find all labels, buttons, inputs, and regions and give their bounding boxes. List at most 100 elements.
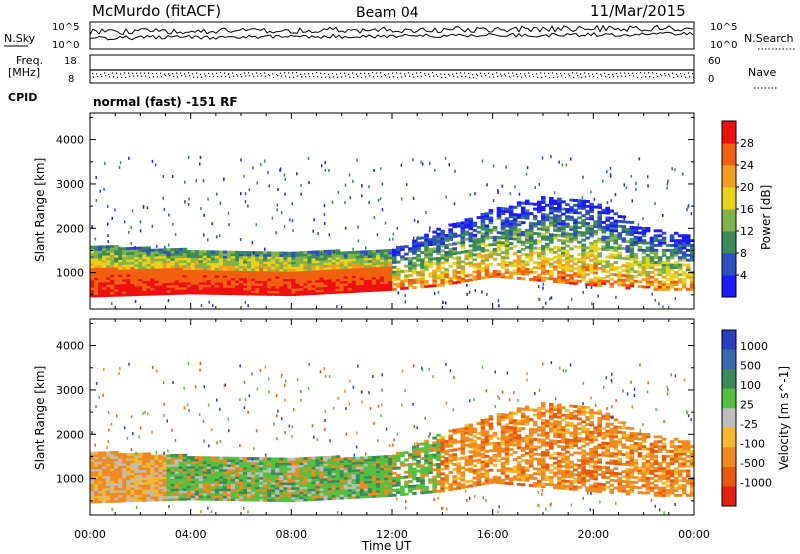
velocity-cell: [367, 465, 373, 469]
power-cell: [488, 275, 494, 278]
power-cell: [186, 264, 192, 268]
power-cell: [625, 247, 631, 251]
nave-dot: [364, 72, 366, 75]
power-cell: [444, 234, 449, 237]
velocity-cell: [355, 486, 361, 489]
velocity-cell: [178, 480, 184, 484]
nave-dot: [584, 72, 586, 74]
power-cell: [335, 290, 341, 294]
velocity-cell: [122, 475, 127, 478]
power-cell: [114, 276, 119, 280]
velocity-cell: [383, 486, 389, 490]
velocity-cell: [166, 488, 172, 492]
velocity-cell: [178, 490, 184, 494]
power-cell: [589, 229, 594, 233]
velocity-cell: [90, 476, 95, 479]
power-cell: [557, 214, 562, 218]
nave-dot: [284, 72, 286, 74]
freq-traces: [90, 69, 695, 79]
velocity-speck: [155, 450, 157, 454]
velocity-cell: [355, 466, 361, 470]
power-cell: [106, 274, 111, 278]
power-cell: [230, 258, 236, 261]
velocity-cell: [162, 454, 168, 458]
power-cell: [102, 255, 107, 258]
power-cell: [130, 271, 135, 275]
velocity-cell: [379, 482, 385, 486]
power-cell: [158, 292, 164, 296]
power-cell: [609, 277, 614, 281]
power-cell: [355, 287, 361, 291]
velocity-cell: [118, 475, 123, 479]
velocity-cell: [126, 497, 131, 500]
power-cell: [379, 273, 385, 277]
power-speck: [128, 230, 130, 234]
velocity-cell: [114, 487, 119, 491]
power-cell: [351, 275, 357, 279]
power-cell: [585, 224, 590, 228]
velocity-cell: [146, 484, 151, 488]
power-speck: [553, 191, 556, 195]
power-cell: [520, 252, 526, 256]
power-cell: [162, 260, 168, 264]
velocity-cell: [271, 498, 276, 502]
velocity-cell: [371, 465, 377, 469]
velocity-cell: [98, 480, 103, 484]
velocity-cell: [351, 486, 357, 490]
velocity-cell: [251, 462, 256, 465]
nave-dot: [229, 76, 231, 78]
power-cell: [657, 273, 663, 277]
power-cell: [569, 257, 574, 261]
velocity-cell: [218, 490, 224, 494]
power-speck: [107, 222, 109, 226]
velocity-cell: [114, 470, 119, 474]
nave-dot: [593, 75, 595, 78]
power-cell: [577, 226, 582, 230]
velocity-cell: [218, 495, 224, 499]
velocity-cell: [271, 484, 276, 488]
power-cell: [597, 237, 602, 241]
nave-dot: [193, 76, 195, 78]
power-cell: [110, 262, 115, 266]
velocity-cell: [259, 496, 264, 500]
power-cell: [235, 258, 240, 262]
power-cell: [315, 257, 321, 261]
velocity-cell: [146, 464, 151, 468]
power-speck: [174, 232, 177, 236]
nave-dot: [329, 76, 331, 78]
nave-dot: [553, 76, 555, 79]
nave-dot: [257, 75, 259, 77]
power-cell: [541, 264, 546, 268]
velocity-cell: [198, 473, 204, 477]
power-cell: [247, 287, 252, 291]
velocity-cell: [210, 480, 216, 484]
power-speck: [164, 245, 166, 249]
power-cell: [549, 272, 554, 276]
power-cell: [392, 273, 397, 276]
nave-dot: [121, 76, 123, 79]
velocity-cell: [359, 473, 365, 477]
velocity-cell: [243, 464, 248, 468]
power-cell: [432, 274, 437, 278]
velocity-cell: [343, 467, 349, 470]
velocity-cell: [331, 472, 337, 476]
velocity-cell: [102, 488, 107, 491]
velocity-cell: [279, 464, 284, 468]
power-cell: [685, 266, 691, 269]
power-speck: [188, 197, 190, 201]
power-speck: [200, 207, 202, 211]
noise-right-tick-top: 10^5: [710, 22, 737, 33]
power-cell: [557, 224, 562, 228]
power-speck: [357, 239, 360, 243]
power-cell: [428, 248, 433, 251]
velocity-cell: [295, 474, 300, 478]
velocity-cell: [371, 485, 377, 488]
velocity-cell: [375, 458, 381, 461]
power-cell: [456, 263, 461, 267]
power-cell: [323, 271, 329, 275]
nave-dot: [489, 76, 491, 78]
velocity-cell: [122, 465, 127, 469]
velocity-cell: [279, 491, 284, 495]
velocity-cell: [315, 495, 321, 499]
power-cell: [222, 282, 228, 286]
